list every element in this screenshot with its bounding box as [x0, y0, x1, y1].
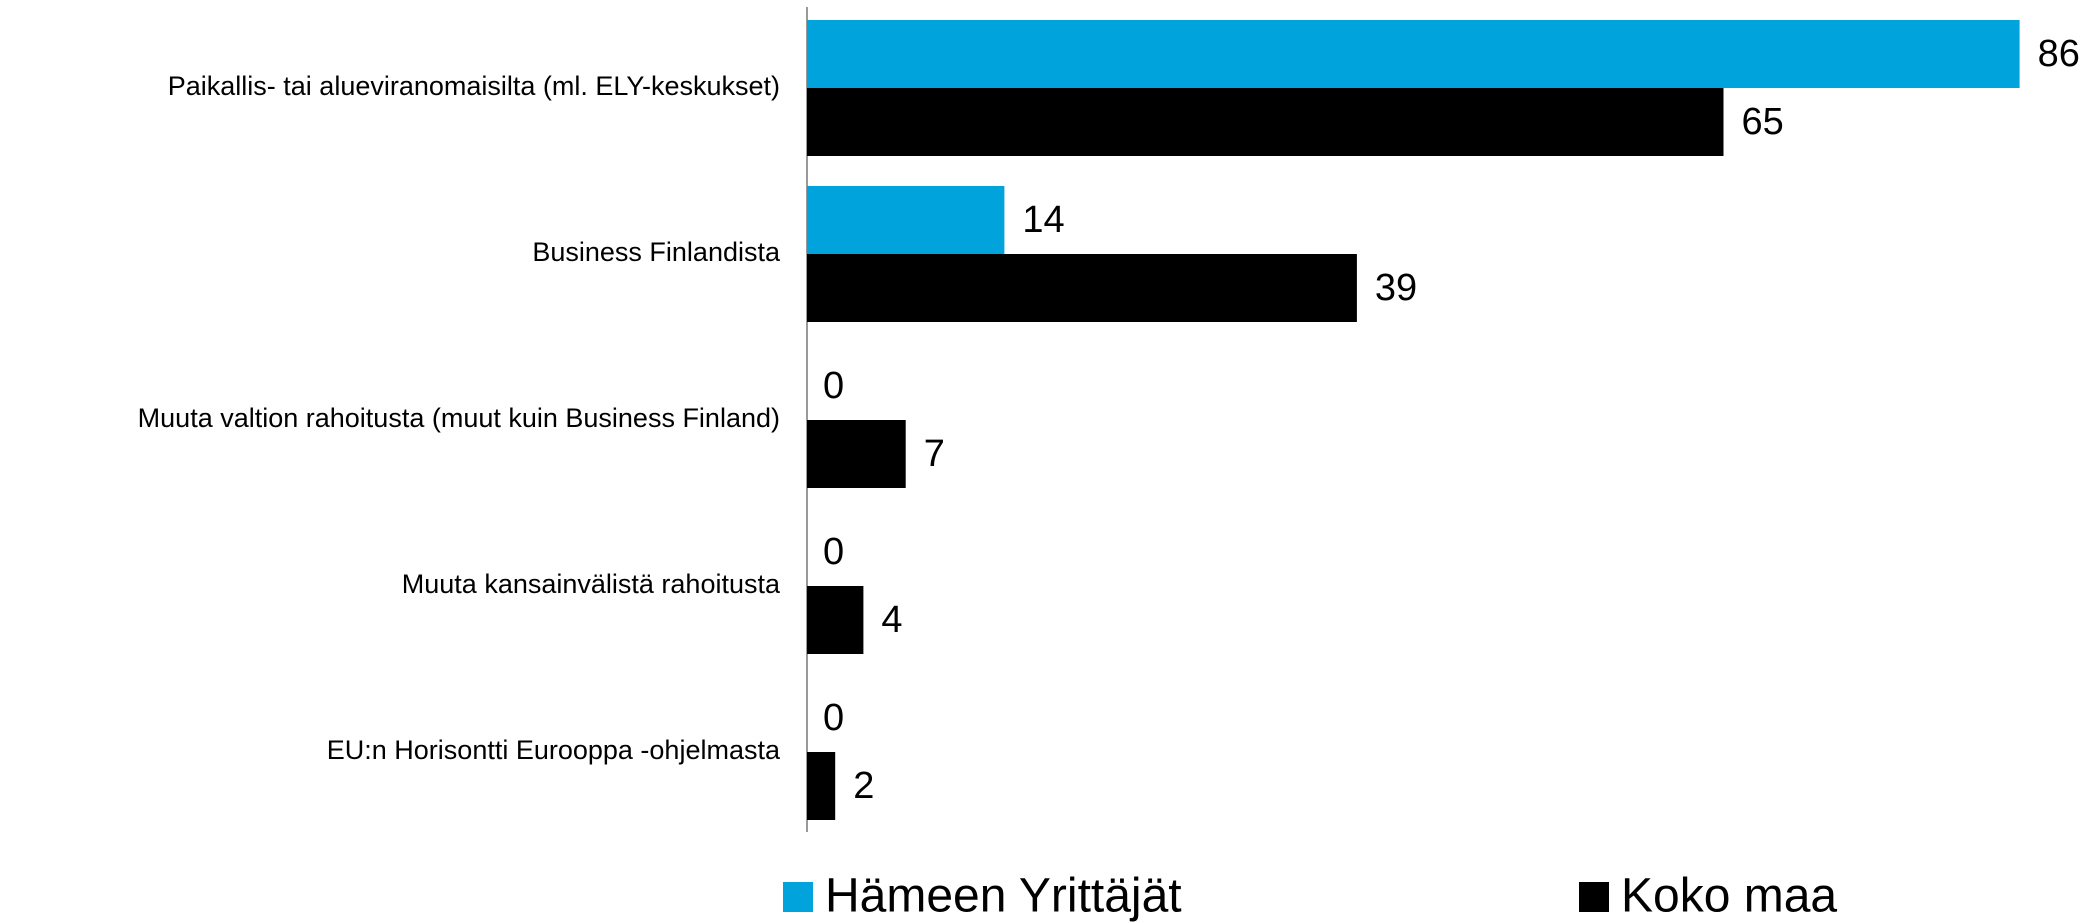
value-label: 4 — [881, 599, 902, 641]
bar — [807, 586, 864, 654]
legend-swatch — [783, 882, 813, 912]
bar — [807, 88, 1724, 156]
bar — [807, 420, 906, 488]
bar — [807, 254, 1357, 322]
value-label: 39 — [1375, 267, 1417, 309]
legend-label: Koko maa — [1621, 870, 1837, 923]
category-label: Paikallis- tai alueviranomaisilta (ml. E… — [168, 71, 780, 101]
value-label: 0 — [823, 365, 844, 407]
category-label: Business Finlandista — [532, 237, 781, 267]
value-label: 0 — [823, 697, 844, 739]
value-label: 7 — [924, 433, 945, 475]
value-label: 2 — [853, 765, 874, 807]
category-label: Muuta valtion rahoitusta (muut kuin Busi… — [138, 403, 780, 433]
bar — [807, 20, 2020, 88]
value-label: 14 — [1022, 199, 1064, 241]
category-label: Muuta kansainvälistä rahoitusta — [402, 569, 781, 599]
category-label: EU:n Horisontti Eurooppa -ohjelmasta — [327, 735, 781, 765]
value-label: 86 — [2038, 33, 2080, 75]
legend-swatch — [1579, 882, 1609, 912]
value-label: 0 — [823, 531, 844, 573]
legend-label: Hämeen Yrittäjät — [825, 870, 1182, 923]
bar — [807, 752, 836, 820]
bar — [807, 186, 1005, 254]
value-label: 65 — [1742, 101, 1784, 143]
